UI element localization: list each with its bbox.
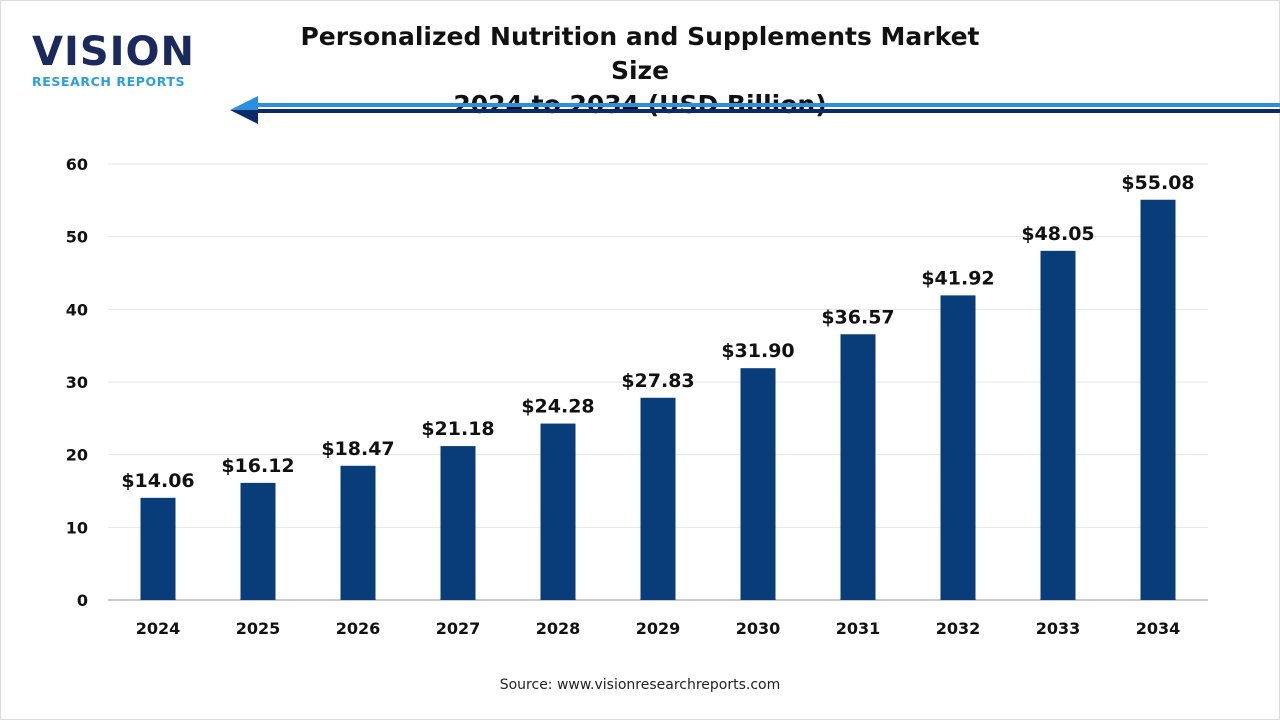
bar-2026 [340, 465, 376, 600]
logo-wordmark: VISION [32, 29, 196, 75]
y-tick-label: 10 [66, 518, 88, 537]
header-arrow-icon [230, 96, 1280, 124]
logo: VISION RESEARCH REPORTS [32, 32, 195, 89]
y-tick-label: 20 [66, 446, 88, 465]
x-tick-label: 2024 [136, 619, 181, 638]
data-label: $18.47 [321, 438, 394, 460]
y-tick-label: 40 [66, 300, 88, 319]
x-tick-label: 2029 [636, 619, 681, 638]
x-tick-label: 2033 [1036, 619, 1081, 638]
data-label: $14.06 [121, 470, 194, 492]
data-label: $48.05 [1021, 223, 1094, 245]
bar-2033 [1040, 250, 1076, 600]
bar-2031 [840, 334, 876, 600]
x-tick-label: 2026 [336, 619, 381, 638]
x-tick-label: 2028 [536, 619, 581, 638]
x-tick-label: 2030 [736, 619, 781, 638]
bar-2032 [940, 295, 976, 600]
data-label: $24.28 [521, 396, 594, 418]
data-label: $31.90 [721, 340, 794, 362]
y-tick-label: 0 [77, 591, 88, 610]
bar-2025 [240, 482, 276, 600]
bar-2024 [140, 497, 176, 600]
x-tick-label: 2031 [836, 619, 881, 638]
x-tick-label: 2027 [436, 619, 481, 638]
data-label: $55.08 [1121, 172, 1194, 194]
y-tick-label: 30 [66, 373, 88, 392]
bar-2030 [740, 368, 776, 600]
bar-2027 [440, 446, 476, 600]
bar-2028 [540, 423, 576, 600]
x-tick-label: 2025 [236, 619, 281, 638]
bar-2034 [1140, 199, 1176, 600]
y-tick-label: 60 [66, 155, 88, 174]
x-tick-label: 2032 [936, 619, 981, 638]
x-tick-label: 2034 [1136, 619, 1181, 638]
y-tick-label: 50 [66, 228, 88, 247]
source-note: Source: www.visionresearchreports.com [499, 677, 781, 693]
data-label: $27.83 [621, 370, 694, 392]
bar-2029 [640, 397, 676, 600]
data-label: $21.18 [421, 418, 494, 440]
data-label: $16.12 [221, 455, 294, 477]
data-label: $36.57 [821, 306, 894, 328]
logo-subtitle: RESEARCH REPORTS [32, 74, 186, 89]
data-label: $41.92 [921, 267, 994, 289]
title-line-1: Personalized Nutrition and Supplements M… [300, 22, 980, 85]
